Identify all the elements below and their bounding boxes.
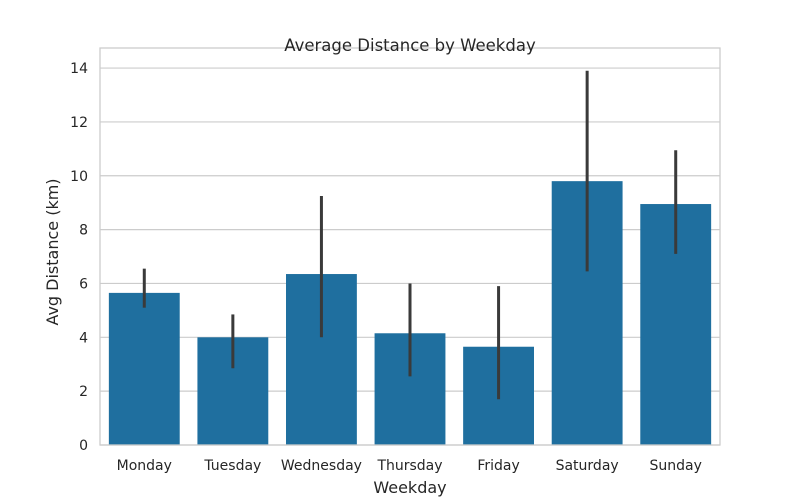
x-tick-label-thursday: Thursday	[376, 458, 442, 474]
x-tick-label-sunday: Sunday	[650, 458, 702, 474]
y-tick-label: 10	[70, 169, 88, 185]
x-tick-labels: Monday Tuesday Wednesday Thursday Friday Satu…	[117, 458, 702, 474]
x-tick-label-saturday: Saturday	[556, 458, 619, 474]
y-tick-label: 4	[79, 330, 88, 346]
x-axis-title: Weekday	[373, 478, 446, 497]
chart-title: Average Distance by Weekday	[284, 36, 536, 55]
x-tick-label-tuesday: Tuesday	[203, 458, 261, 474]
y-tick-label: 6	[79, 276, 88, 292]
x-tick-label-wednesday: Wednesday	[281, 458, 362, 474]
y-axis-title: Avg Distance (km)	[43, 178, 62, 325]
y-tick-labels: 0 2 4 6 8 10 12 14	[70, 61, 88, 454]
y-tick-label: 14	[70, 61, 88, 77]
bar-monday	[108, 292, 180, 445]
y-tick-label: 8	[79, 223, 88, 239]
x-tick-label-monday: Monday	[117, 458, 172, 474]
y-tick-label: 12	[70, 115, 88, 131]
y-tick-label: 2	[79, 384, 88, 400]
error-bars-group	[142, 70, 678, 400]
y-tick-label: 0	[79, 438, 88, 454]
plot-frame	[99, 47, 721, 446]
x-tick-label-friday: Friday	[477, 458, 519, 474]
